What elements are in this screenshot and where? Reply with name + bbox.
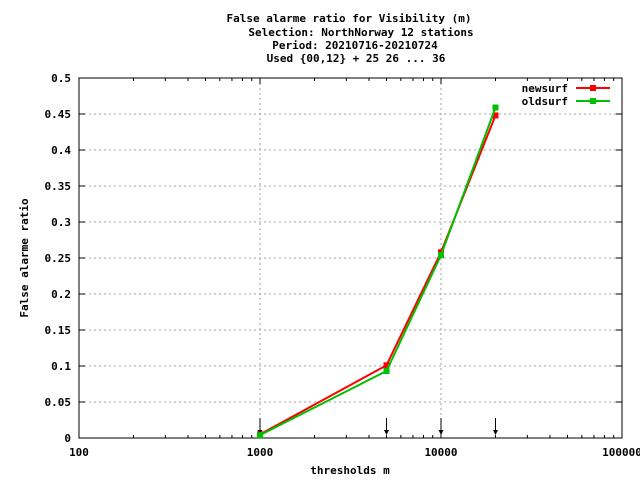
series-line-oldsurf (259, 107, 497, 436)
title-line-3: Period: 20210716-20210724 (272, 39, 438, 52)
y-axis-label: False alarme ratio (18, 198, 31, 318)
chart-title: False alarme ratio for Visibility (m) Se… (226, 12, 473, 65)
threshold-arrow (384, 418, 390, 435)
series-newsurf (257, 112, 499, 438)
y-tick-label: 0.05 (45, 396, 72, 409)
y-tick-label: 0.45 (45, 108, 72, 121)
threshold-markers (257, 418, 498, 435)
data-point-newsurf (383, 362, 390, 369)
legend-entry-newsurf: newsurf (522, 82, 610, 95)
series-oldsurf (257, 104, 499, 439)
title-line-1: False alarme ratio for Visibility (m) (226, 12, 471, 25)
legend-marker-newsurf (590, 85, 596, 91)
y-tick-label: 0.5 (51, 72, 71, 85)
legend-label-oldsurf: oldsurf (522, 95, 568, 108)
y-tick-label: 0.3 (51, 216, 71, 229)
title-line-4: Used {00,12} + 25 26 ... 36 (267, 52, 446, 65)
threshold-arrow-head (492, 430, 498, 435)
data-point-oldsurf (257, 432, 263, 439)
grid (79, 78, 622, 438)
y-tick-label: 0 (64, 432, 71, 445)
y-tick-label: 0.35 (45, 180, 72, 193)
series-line-newsurf (259, 115, 497, 436)
threshold-arrow-head (384, 430, 390, 435)
y-tick-label: 0.25 (45, 252, 72, 265)
data-point-newsurf (492, 112, 499, 119)
x-tick-label: 10000 (424, 446, 457, 459)
data-series (257, 104, 499, 439)
data-point-oldsurf (438, 252, 444, 259)
y-tick-label: 0.1 (51, 360, 71, 373)
y-tick-label: 0.15 (45, 324, 72, 337)
x-tick-label: 100 (69, 446, 89, 459)
x-tick-label: 100000 (602, 446, 640, 459)
x-axis-label: thresholds m (310, 464, 390, 477)
legend-marker-oldsurf (590, 98, 596, 104)
data-point-oldsurf (383, 368, 390, 375)
data-point-oldsurf (492, 104, 499, 111)
legend-entry-oldsurf: oldsurf (522, 95, 610, 108)
threshold-arrow (492, 418, 498, 435)
legend-label-newsurf: newsurf (522, 82, 568, 95)
axis-ticks: 0 0.05 0.1 0.15 0.2 0.25 0.3 0.35 0.4 0.45 0.5 100 1… (45, 72, 640, 459)
x-tick-label: 1000 (247, 446, 274, 459)
title-line-2: Selection: NorthNorway 12 stations (248, 26, 473, 39)
y-tick-label: 0.2 (51, 288, 71, 301)
y-tick-label: 0.4 (51, 144, 71, 157)
